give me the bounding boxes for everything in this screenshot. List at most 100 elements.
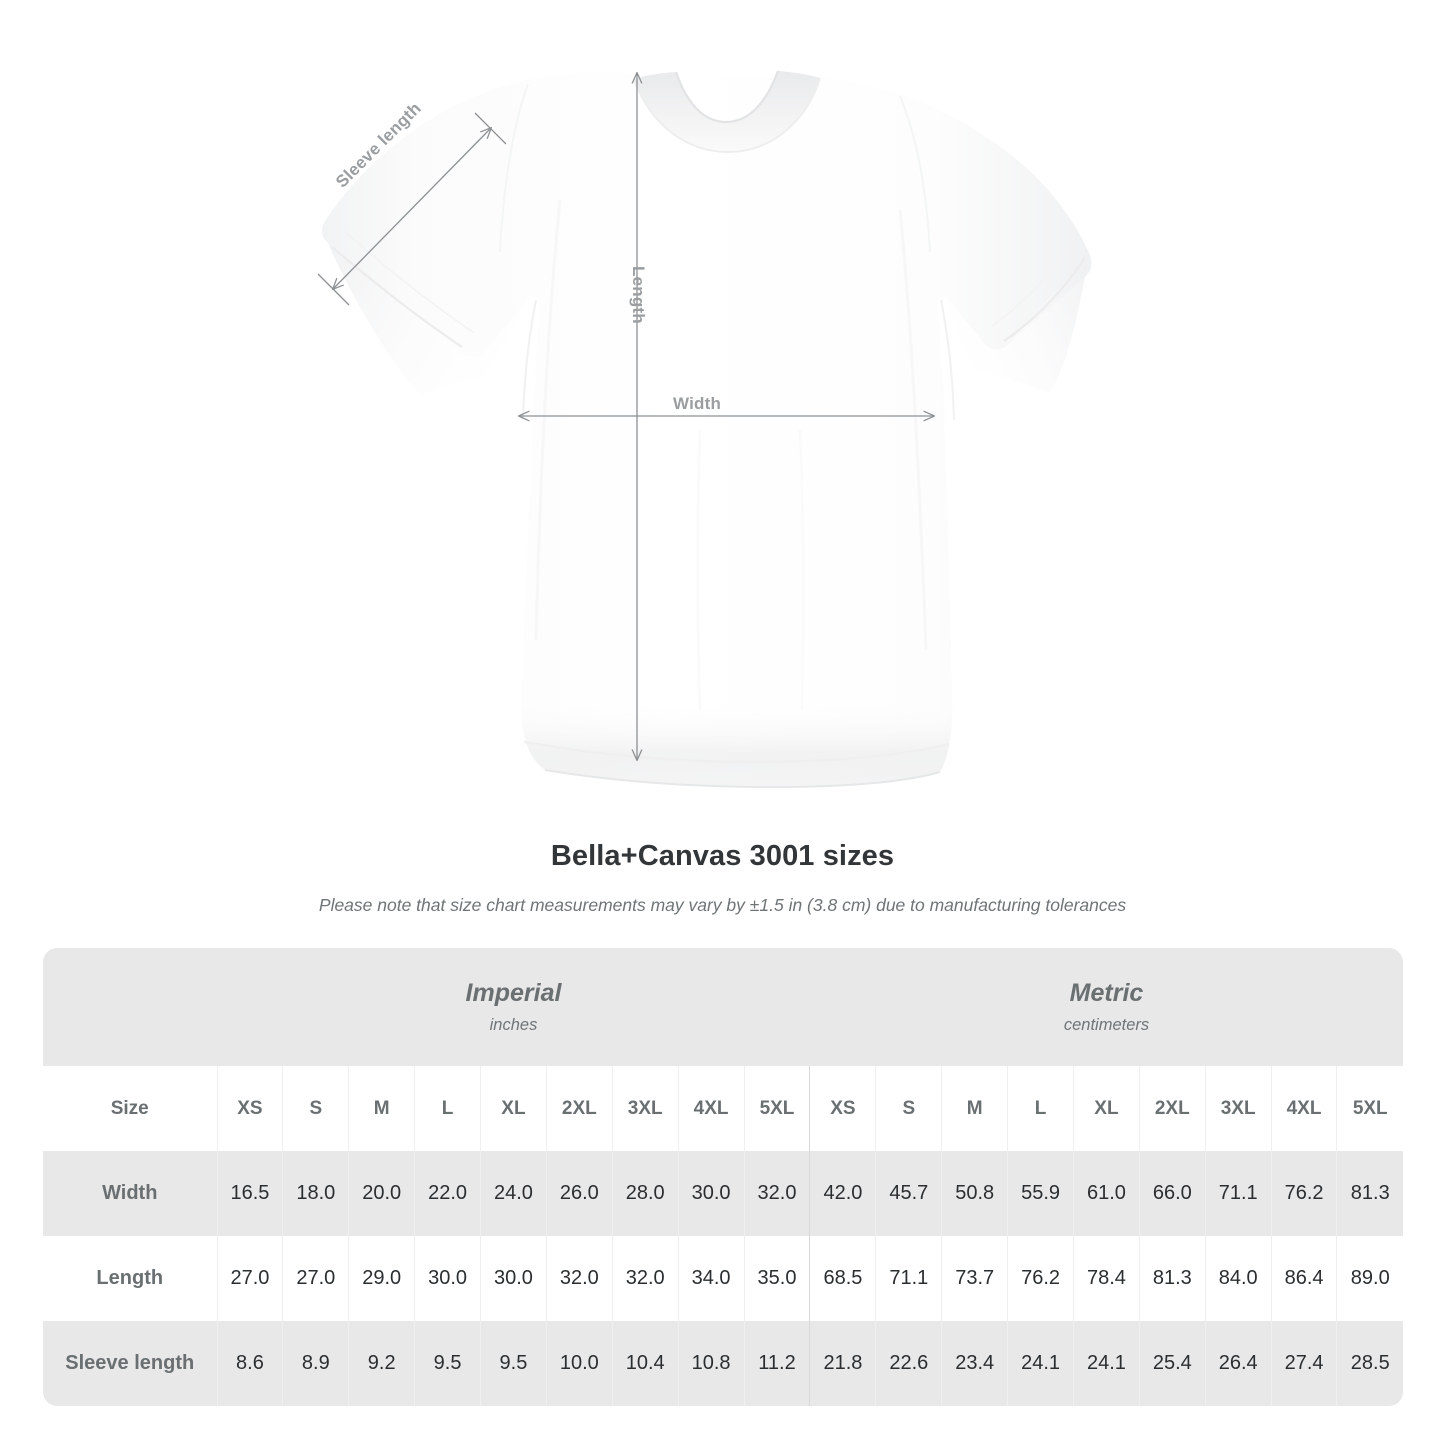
cell-value: 27.0: [216, 1236, 283, 1321]
sleeve-tick-end: [474, 112, 507, 145]
cell-value: 32.0: [743, 1151, 810, 1236]
size-header-cell: XS: [809, 1066, 876, 1151]
size-header-cell: XL: [480, 1066, 547, 1151]
cell-value: 32.0: [611, 1236, 679, 1321]
cell-value: 34.0: [677, 1236, 744, 1321]
unit-subtitle: centimeters: [1063, 1016, 1150, 1035]
unit-system-row: Imperial inches Metric centimeters: [43, 948, 1403, 1066]
unit-row-spacer: [43, 948, 217, 1066]
cell-value: 16.5: [216, 1151, 283, 1236]
cell-value: 18.0: [282, 1151, 349, 1236]
cell-value: 9.5: [414, 1321, 481, 1406]
cell-value: 78.4: [1072, 1236, 1140, 1321]
size-chart-table: Imperial inches Metric centimeters Size XS S M L…: [43, 948, 1403, 1406]
cell-value: 22.6: [875, 1321, 942, 1406]
cell-value: 68.5: [809, 1236, 876, 1321]
cell-value: 32.0: [545, 1236, 613, 1321]
size-header-row: Size XS S M L XL 2XL 3XL 4XL 5XL XS S M L XL 2XL 3XL 4XL 5…: [43, 1066, 1403, 1151]
dimension-arrows: [317, 73, 934, 760]
row-label-length: Length: [43, 1236, 217, 1321]
size-header-cell: 2XL: [545, 1066, 613, 1151]
size-header-cell: M: [941, 1066, 1008, 1151]
cell-value: 27.4: [1270, 1321, 1337, 1406]
cell-value: 55.9: [1007, 1151, 1074, 1236]
size-header-cell: 5XL: [1336, 1066, 1403, 1151]
cell-value: 23.4: [941, 1321, 1008, 1406]
cell-value: 66.0: [1138, 1151, 1206, 1236]
cell-value: 76.2: [1007, 1236, 1074, 1321]
cell-value: 8.9: [282, 1321, 349, 1406]
cell-value: 26.4: [1204, 1321, 1272, 1406]
row-label-size: Size: [43, 1066, 217, 1151]
cell-value: 86.4: [1270, 1236, 1337, 1321]
cell-value: 89.0: [1336, 1236, 1403, 1321]
cell-value: 42.0: [809, 1151, 876, 1236]
size-header-cell: S: [875, 1066, 942, 1151]
cell-value: 22.0: [414, 1151, 481, 1236]
cell-value: 30.0: [677, 1151, 744, 1236]
unit-name: Imperial: [465, 978, 562, 1007]
cell-value: 28.0: [611, 1151, 679, 1236]
cell-value: 81.3: [1138, 1236, 1206, 1321]
size-header-cell: XS: [216, 1066, 283, 1151]
size-chart-table-container: Imperial inches Metric centimeters Size XS S M L…: [43, 948, 1403, 1406]
cell-value: 20.0: [348, 1151, 415, 1236]
table-row: Sleeve length 8.6 8.9 9.2 9.5 9.5 10.0 10.4 10.8…: [43, 1321, 1403, 1406]
sleeve-tick-start: [317, 273, 350, 306]
tshirt-body-shape: [321, 70, 1092, 789]
unit-header-metric: Metric centimeters: [809, 948, 1403, 1066]
unit-subtitle: inches: [489, 1016, 538, 1035]
unit-header-imperial: Imperial inches: [217, 948, 810, 1066]
table-row: Width 16.5 18.0 20.0 22.0 24.0 26.0 28.0 30.0 32.…: [43, 1151, 1403, 1236]
tolerance-note: Please note that size chart measurements…: [318, 895, 1127, 915]
cell-value: 61.0: [1072, 1151, 1140, 1236]
cell-value: 26.0: [545, 1151, 613, 1236]
cell-value: 10.0: [545, 1321, 613, 1406]
unit-name: Metric: [1069, 978, 1144, 1007]
cell-value: 45.7: [875, 1151, 942, 1236]
size-header-cell: XL: [1072, 1066, 1140, 1151]
cell-value: 71.1: [875, 1236, 942, 1321]
size-header-cell: 3XL: [611, 1066, 679, 1151]
cell-value: 24.0: [480, 1151, 547, 1236]
cell-value: 10.8: [677, 1321, 744, 1406]
cell-value: 73.7: [941, 1236, 1008, 1321]
cell-value: 25.4: [1138, 1321, 1206, 1406]
tshirt-illustration: [317, 70, 1092, 789]
cell-value: 24.1: [1007, 1321, 1074, 1406]
row-label-sleeve-length: Sleeve length: [43, 1321, 217, 1406]
cell-value: 8.6: [216, 1321, 283, 1406]
cell-value: 24.1: [1072, 1321, 1140, 1406]
cell-value: 27.0: [282, 1236, 349, 1321]
cell-value: 81.3: [1336, 1151, 1403, 1236]
size-chart-heading: Bella+Canvas 3001 sizes Please note that…: [0, 840, 1445, 916]
cell-value: 10.4: [611, 1321, 679, 1406]
cell-value: 9.2: [348, 1321, 415, 1406]
cell-value: 21.8: [809, 1321, 876, 1406]
cell-value: 84.0: [1204, 1236, 1272, 1321]
size-header-cell: 4XL: [1270, 1066, 1337, 1151]
cell-value: 71.1: [1204, 1151, 1272, 1236]
tshirt-measurement-diagram: Sleeve length Length Width: [317, 70, 1092, 789]
table-row: Length 27.0 27.0 29.0 30.0 30.0 32.0 32.0 34.0 35…: [43, 1236, 1403, 1321]
cell-value: 76.2: [1270, 1151, 1337, 1236]
size-header-cell: 3XL: [1204, 1066, 1272, 1151]
size-header-cell: 5XL: [743, 1066, 810, 1151]
size-header-cell: M: [348, 1066, 415, 1151]
page-title: Bella+Canvas 3001 sizes: [550, 840, 895, 872]
row-label-width: Width: [43, 1151, 217, 1236]
cell-value: 30.0: [414, 1236, 481, 1321]
cell-value: 35.0: [743, 1236, 810, 1321]
size-header-cell: 2XL: [1138, 1066, 1206, 1151]
cell-value: 28.5: [1336, 1321, 1403, 1406]
width-label: Width: [673, 394, 722, 413]
sleeve-length-arrow: [333, 128, 491, 289]
cell-value: 9.5: [480, 1321, 547, 1406]
cell-value: 11.2: [743, 1321, 810, 1406]
size-header-cell: 4XL: [677, 1066, 744, 1151]
cell-value: 30.0: [480, 1236, 547, 1321]
length-label: Length: [629, 266, 648, 324]
size-header-cell: S: [282, 1066, 349, 1151]
size-header-cell: L: [1007, 1066, 1074, 1151]
size-header-cell: L: [414, 1066, 481, 1151]
